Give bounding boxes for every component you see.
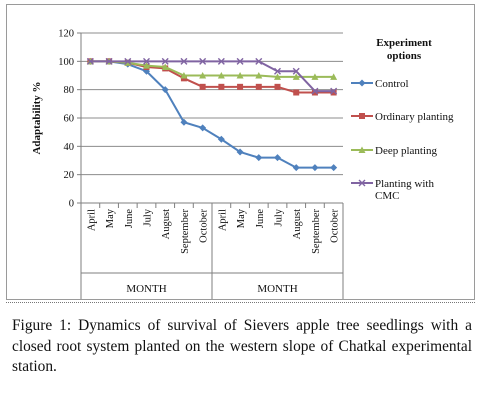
- y-tick-label: 20: [64, 170, 75, 181]
- figure-caption: Figure 1: Dynamics of survival of Siever…: [12, 316, 472, 378]
- series-line-2: [90, 60, 334, 78]
- y-tick-label: 60: [64, 114, 75, 125]
- legend-label: Deep planting: [375, 145, 438, 157]
- data-point: [236, 72, 244, 79]
- caption-label: Figure 1:: [12, 317, 72, 334]
- legend-label: Control: [375, 78, 409, 90]
- x-tick-label: October: [199, 209, 210, 243]
- data-point: [217, 72, 225, 79]
- data-point: [199, 72, 207, 79]
- data-point: [180, 72, 188, 79]
- data-point: [293, 89, 300, 96]
- legend-label: CMC: [375, 190, 399, 202]
- data-point: [217, 57, 225, 65]
- x-group-labels: MONTH MONTH: [126, 283, 297, 295]
- legend-title: options: [387, 50, 422, 62]
- y-tick-label: 100: [58, 57, 74, 68]
- data-point: [237, 83, 244, 90]
- data-point: [274, 83, 281, 90]
- data-point: [124, 57, 132, 65]
- x-tick-label: June: [124, 209, 135, 229]
- data-point: [199, 124, 207, 132]
- data-point: [292, 73, 300, 80]
- data-point: [292, 164, 300, 172]
- chart-frame: 0 20 40 60 80 100 120 April May June July August Se…: [6, 4, 475, 300]
- data-point: [161, 86, 169, 94]
- x-tick-label: July: [143, 208, 154, 226]
- data-point: [143, 62, 150, 69]
- data-point: [255, 83, 262, 90]
- legend-item: Ordinary planting: [351, 111, 454, 123]
- data-point: [330, 164, 338, 172]
- data-point: [217, 135, 225, 143]
- x-tick-label: July: [274, 208, 285, 226]
- y-tick-label: 80: [64, 85, 75, 96]
- data-point: [86, 57, 94, 65]
- x-tick-label: August: [292, 209, 303, 239]
- data-point: [311, 73, 319, 80]
- x-group-label: MONTH: [126, 283, 166, 295]
- x-tick-label: April: [86, 209, 97, 231]
- y-tick-label: 0: [69, 199, 74, 210]
- data-point: [161, 63, 169, 70]
- data-point: [124, 59, 132, 66]
- legend-marker: [359, 113, 365, 119]
- legend-marker: [358, 79, 366, 87]
- gridlines: [81, 32, 343, 176]
- data-point: [311, 164, 319, 172]
- series-lines: [86, 57, 338, 172]
- data-point: [180, 118, 188, 126]
- x-tick-label: April: [217, 209, 228, 231]
- data-point: [180, 57, 188, 65]
- data-point: [330, 73, 338, 80]
- data-point: [218, 83, 225, 90]
- x-tick-label: September: [311, 209, 322, 254]
- x-group-label: MONTH: [257, 283, 297, 295]
- axes: [77, 32, 344, 299]
- series-line-3: [90, 60, 334, 93]
- x-tick-label: October: [330, 209, 341, 243]
- data-point: [311, 87, 319, 95]
- data-point: [236, 148, 244, 156]
- y-tick-label: 40: [64, 142, 75, 153]
- data-point: [292, 67, 300, 75]
- legend-label: Planting with: [375, 178, 434, 190]
- legend-marker: [358, 146, 366, 153]
- data-point: [311, 89, 318, 96]
- data-point: [330, 87, 338, 95]
- data-point: [274, 67, 281, 75]
- x-tick-label: May: [105, 208, 116, 228]
- caption-text: Dynamics of survival of Sievers apple tr…: [12, 317, 472, 375]
- line-chart: 0 20 40 60 80 100 120 April May June July August Se…: [31, 29, 454, 299]
- x-tick-label: May: [236, 208, 247, 228]
- legend-item: Control: [351, 78, 409, 90]
- x-tick-label: June: [255, 209, 266, 229]
- data-point: [274, 73, 281, 80]
- data-point: [199, 57, 207, 65]
- data-point: [105, 57, 113, 65]
- legend-title: Experiment: [376, 37, 432, 49]
- legend-item: Deep planting: [351, 145, 438, 157]
- data-point: [255, 57, 263, 65]
- y-tick-label: 120: [58, 29, 74, 40]
- data-point: [199, 83, 206, 90]
- data-point: [143, 57, 150, 65]
- data-point: [330, 89, 337, 96]
- data-point: [161, 57, 169, 65]
- legend-label: Ordinary planting: [375, 111, 454, 123]
- data-point: [274, 154, 281, 162]
- x-tick-label: September: [180, 209, 191, 254]
- y-axis-title: Adaptability %: [31, 81, 43, 154]
- legend-marker: [358, 179, 366, 187]
- x-tick-labels: April May June July August September October Ap…: [86, 208, 340, 254]
- y-tick-labels: 0 20 40 60 80 100 120: [58, 29, 74, 210]
- x-tick-label: August: [161, 209, 172, 239]
- data-point: [255, 72, 263, 79]
- data-point: [236, 57, 244, 65]
- separator-line: [6, 302, 475, 303]
- data-point: [255, 154, 263, 162]
